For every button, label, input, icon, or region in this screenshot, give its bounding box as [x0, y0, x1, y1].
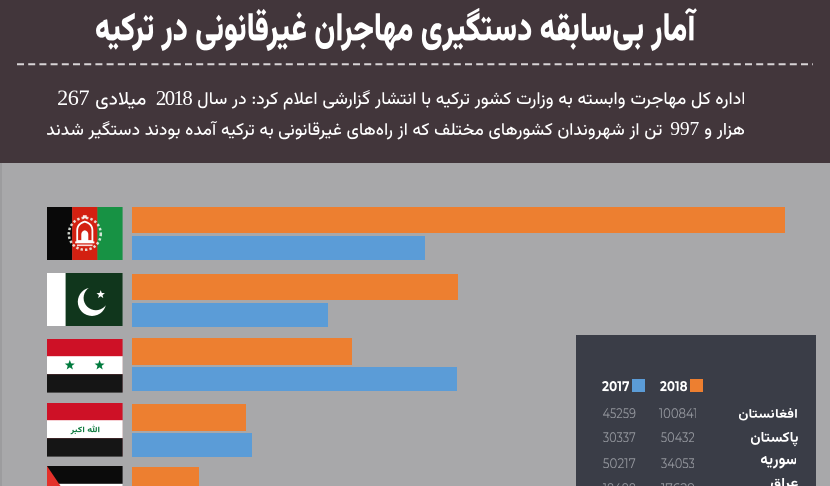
svg-text:997: 997 — [670, 119, 699, 140]
svg-text:267: 267 — [57, 85, 90, 110]
svg-text:2018: 2018 — [156, 88, 193, 110]
